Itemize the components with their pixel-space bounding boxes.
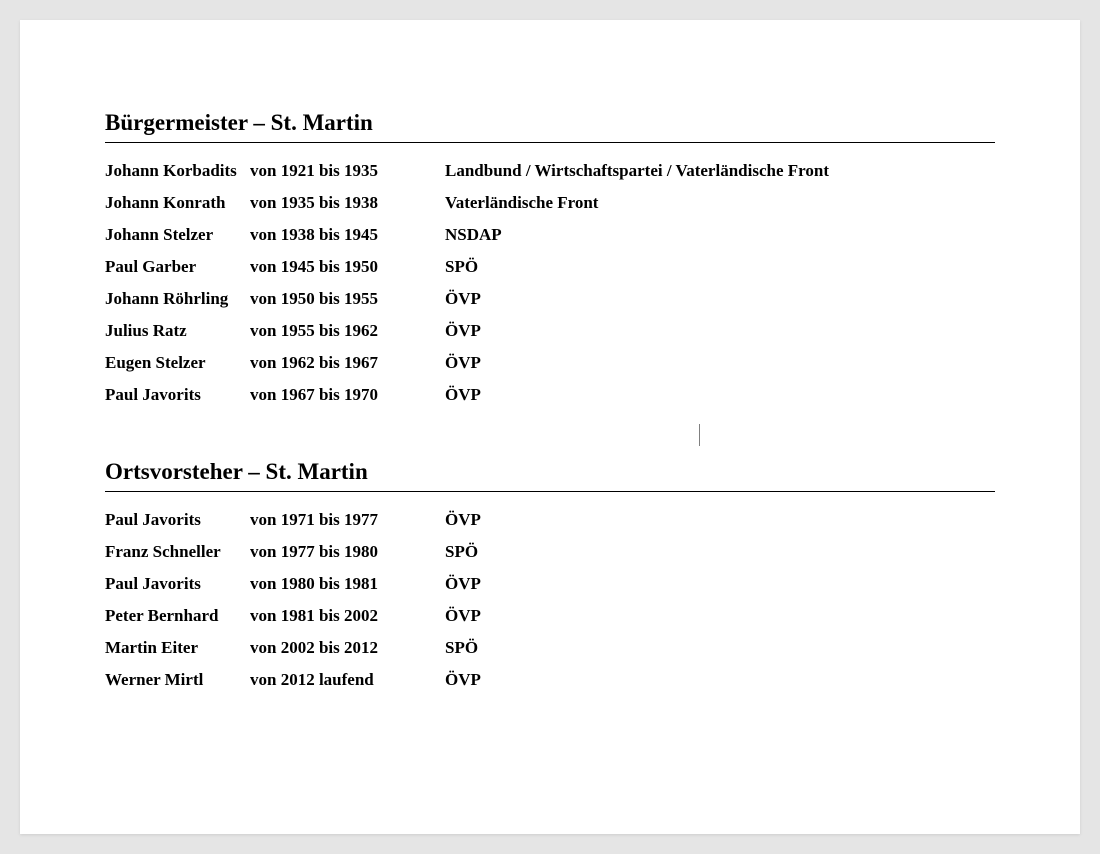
table-row: Werner Mirtlvon 2012 laufendÖVP bbox=[105, 664, 995, 696]
period: von 1980 bis 1981 bbox=[250, 574, 445, 594]
party: Vaterländische Front bbox=[445, 193, 995, 213]
text-cursor bbox=[699, 424, 700, 446]
party: ÖVP bbox=[445, 510, 995, 530]
table-row: Eugen Stelzervon 1962 bis 1967ÖVP bbox=[105, 347, 995, 379]
period: von 1950 bis 1955 bbox=[250, 289, 445, 309]
period: von 1938 bis 1945 bbox=[250, 225, 445, 245]
party: Landbund / Wirtschaftspartei / Vaterländ… bbox=[445, 161, 995, 181]
table-row: Paul Javoritsvon 1967 bis 1970ÖVP bbox=[105, 379, 995, 411]
party: ÖVP bbox=[445, 289, 995, 309]
table-row: Paul Garbervon 1945 bis 1950SPÖ bbox=[105, 251, 995, 283]
period: von 1967 bis 1970 bbox=[250, 385, 445, 405]
section-1: Ortsvorsteher – St. MartinPaul Javoritsv… bbox=[105, 459, 995, 696]
period: von 1977 bis 1980 bbox=[250, 542, 445, 562]
document-page: Bürgermeister – St. Martin Johann Korbadi… bbox=[20, 20, 1080, 834]
person-name: Martin Eiter bbox=[105, 638, 250, 658]
table-row: Peter Bernhardvon 1981 bis 2002ÖVP bbox=[105, 600, 995, 632]
party: NSDAP bbox=[445, 225, 995, 245]
person-name: Johann Konrath bbox=[105, 193, 250, 213]
period: von 1955 bis 1962 bbox=[250, 321, 445, 341]
period: von 1971 bis 1977 bbox=[250, 510, 445, 530]
table-row: Paul Javoritsvon 1971 bis 1977ÖVP bbox=[105, 504, 995, 536]
table-row: Martin Eitervon 2002 bis 2012SPÖ bbox=[105, 632, 995, 664]
period: von 1945 bis 1950 bbox=[250, 257, 445, 277]
period: von 1921 bis 1935 bbox=[250, 161, 445, 181]
period: von 1962 bis 1967 bbox=[250, 353, 445, 373]
period: von 1981 bis 2002 bbox=[250, 606, 445, 626]
section-title: Bürgermeister – St. Martin bbox=[105, 110, 995, 143]
person-name: Johann Röhrling bbox=[105, 289, 250, 309]
person-name: Paul Javorits bbox=[105, 510, 250, 530]
party: SPÖ bbox=[445, 257, 995, 277]
person-name: Johann Korbadits bbox=[105, 161, 250, 181]
table-row: Johann Stelzervon 1938 bis 1945NSDAP bbox=[105, 219, 995, 251]
party: SPÖ bbox=[445, 542, 995, 562]
person-name: Peter Bernhard bbox=[105, 606, 250, 626]
table-row: Paul Javoritsvon 1980 bis 1981ÖVP bbox=[105, 568, 995, 600]
table-row: Franz Schnellervon 1977 bis 1980SPÖ bbox=[105, 536, 995, 568]
person-name: Paul Javorits bbox=[105, 574, 250, 594]
period: von 1935 bis 1938 bbox=[250, 193, 445, 213]
party: ÖVP bbox=[445, 670, 995, 690]
party: ÖVP bbox=[445, 574, 995, 594]
party: ÖVP bbox=[445, 353, 995, 373]
person-name: Eugen Stelzer bbox=[105, 353, 250, 373]
party: ÖVP bbox=[445, 385, 995, 405]
person-name: Julius Ratz bbox=[105, 321, 250, 341]
table-row: Julius Ratzvon 1955 bis 1962ÖVP bbox=[105, 315, 995, 347]
person-name: Franz Schneller bbox=[105, 542, 250, 562]
table-row: Johann Korbaditsvon 1921 bis 1935 Landbu… bbox=[105, 155, 995, 187]
period: von 2012 laufend bbox=[250, 670, 445, 690]
party: SPÖ bbox=[445, 638, 995, 658]
section-title: Ortsvorsteher – St. Martin bbox=[105, 459, 995, 492]
section-0: Bürgermeister – St. Martin Johann Korbadi… bbox=[105, 110, 995, 411]
table-row: Johann Konrathvon 1935 bis 1938Vaterländ… bbox=[105, 187, 995, 219]
table-row: Johann Röhrlingvon 1950 bis 1955ÖVP bbox=[105, 283, 995, 315]
person-name: Werner Mirtl bbox=[105, 670, 250, 690]
party: ÖVP bbox=[445, 321, 995, 341]
period: von 2002 bis 2012 bbox=[250, 638, 445, 658]
person-name: Paul Garber bbox=[105, 257, 250, 277]
person-name: Paul Javorits bbox=[105, 385, 250, 405]
party: ÖVP bbox=[445, 606, 995, 626]
person-name: Johann Stelzer bbox=[105, 225, 250, 245]
